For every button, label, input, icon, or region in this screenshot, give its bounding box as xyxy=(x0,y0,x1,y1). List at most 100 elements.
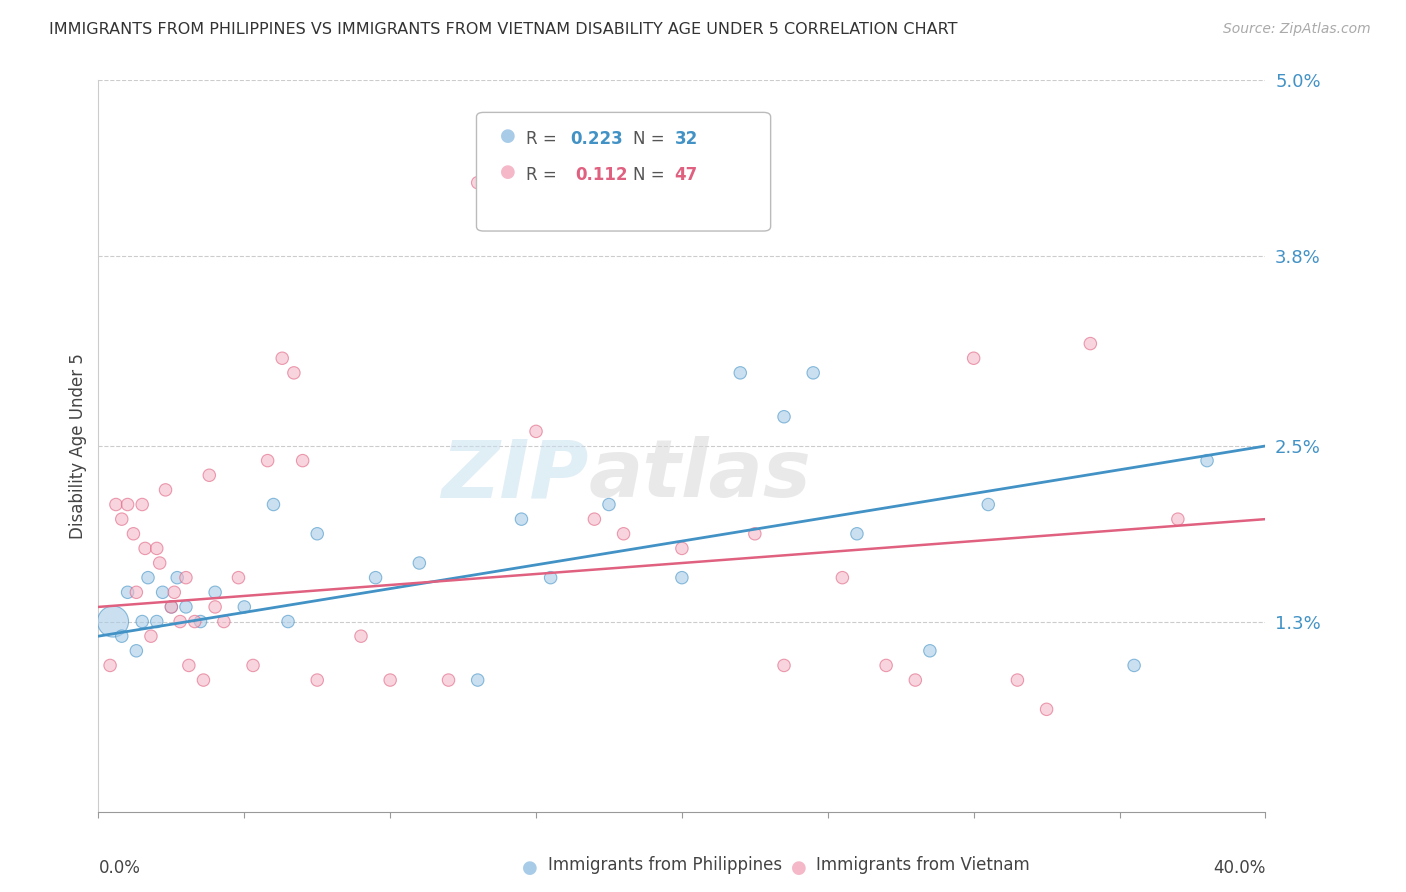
Text: Source: ZipAtlas.com: Source: ZipAtlas.com xyxy=(1223,22,1371,37)
Point xyxy=(524,425,547,439)
Point xyxy=(228,571,250,585)
Text: Immigrants from Vietnam: Immigrants from Vietnam xyxy=(815,855,1029,873)
Point xyxy=(271,351,294,366)
Point xyxy=(977,498,1000,512)
Point xyxy=(671,541,693,556)
Text: IMMIGRANTS FROM PHILIPPINES VS IMMIGRANTS FROM VIETNAM DISABILITY AGE UNDER 5 CO: IMMIGRANTS FROM PHILIPPINES VS IMMIGRANT… xyxy=(49,22,957,37)
Point xyxy=(155,483,177,497)
Point xyxy=(307,526,329,541)
Point xyxy=(1123,658,1146,673)
Point xyxy=(1035,702,1057,716)
Point xyxy=(671,571,693,585)
Point xyxy=(510,512,533,526)
Point xyxy=(773,409,796,424)
Point xyxy=(111,512,134,526)
Point xyxy=(350,629,373,643)
Y-axis label: Disability Age Under 5: Disability Age Under 5 xyxy=(69,353,87,539)
Point xyxy=(169,615,191,629)
Text: R =: R = xyxy=(526,166,567,184)
Text: 47: 47 xyxy=(675,166,697,184)
Point xyxy=(131,498,153,512)
Point xyxy=(122,526,145,541)
Point xyxy=(134,541,156,556)
Text: 32: 32 xyxy=(675,130,697,148)
Point xyxy=(174,599,197,614)
Point xyxy=(163,585,186,599)
Point xyxy=(160,599,183,614)
Text: N =: N = xyxy=(633,130,669,148)
Point xyxy=(111,629,134,643)
Point xyxy=(291,453,314,467)
Point xyxy=(146,615,169,629)
Point xyxy=(730,366,752,380)
Point xyxy=(307,673,329,687)
Point xyxy=(125,585,148,599)
Text: Immigrants from Philippines: Immigrants from Philippines xyxy=(548,855,782,873)
Point xyxy=(598,498,620,512)
Point xyxy=(204,599,226,614)
Point xyxy=(283,366,305,380)
Point xyxy=(204,585,226,599)
Point xyxy=(149,556,172,570)
Point xyxy=(242,658,264,673)
Point xyxy=(183,615,205,629)
Point xyxy=(117,498,139,512)
Text: 0.223: 0.223 xyxy=(571,130,623,148)
Point xyxy=(380,673,402,687)
Point xyxy=(467,673,489,687)
Text: ●: ● xyxy=(790,859,807,877)
Point xyxy=(98,658,121,673)
Point xyxy=(1195,453,1218,467)
Point xyxy=(364,571,387,585)
Point xyxy=(139,629,162,643)
Point xyxy=(773,658,796,673)
Point xyxy=(101,615,124,629)
Text: atlas: atlas xyxy=(589,436,811,515)
Point xyxy=(262,498,284,512)
Point xyxy=(918,644,941,658)
Point xyxy=(437,673,460,687)
Point xyxy=(104,498,127,512)
Point xyxy=(166,571,188,585)
Point xyxy=(256,453,278,467)
Text: ●: ● xyxy=(501,128,516,145)
Point xyxy=(408,556,430,570)
Text: R =: R = xyxy=(526,130,562,148)
Point xyxy=(540,571,562,585)
Point xyxy=(125,644,148,658)
Text: ●: ● xyxy=(522,859,538,877)
Point xyxy=(177,658,200,673)
Point xyxy=(467,176,489,190)
Point xyxy=(233,599,256,614)
Text: 0.112: 0.112 xyxy=(575,166,627,184)
Point xyxy=(831,571,853,585)
Point xyxy=(962,351,984,366)
Point xyxy=(612,526,634,541)
Point xyxy=(198,468,221,483)
Text: ●: ● xyxy=(501,163,516,181)
Point xyxy=(131,615,153,629)
Text: N =: N = xyxy=(633,166,669,184)
Point xyxy=(277,615,299,629)
Point xyxy=(212,615,235,629)
Point xyxy=(1080,336,1102,351)
Point xyxy=(846,526,869,541)
Point xyxy=(136,571,159,585)
Point xyxy=(160,599,183,614)
Point xyxy=(875,658,897,673)
Point xyxy=(190,615,212,629)
Point xyxy=(193,673,215,687)
Point xyxy=(744,526,766,541)
Point xyxy=(904,673,927,687)
Point xyxy=(583,512,606,526)
Point xyxy=(174,571,197,585)
Point xyxy=(1007,673,1029,687)
Point xyxy=(152,585,174,599)
Point xyxy=(146,541,169,556)
Text: 0.0%: 0.0% xyxy=(98,859,141,877)
Point xyxy=(801,366,824,380)
Text: ZIP: ZIP xyxy=(441,436,589,515)
Point xyxy=(117,585,139,599)
Point xyxy=(1167,512,1189,526)
Text: 40.0%: 40.0% xyxy=(1213,859,1265,877)
